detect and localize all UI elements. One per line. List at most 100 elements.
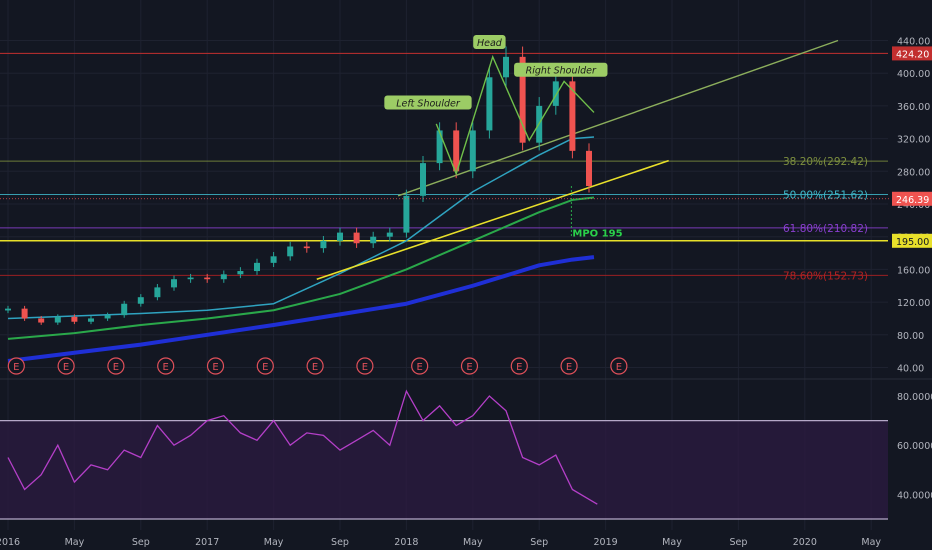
price-candle — [569, 81, 576, 151]
earnings-marker[interactable] — [411, 357, 429, 375]
price-tick-label: 320.00 — [897, 135, 930, 146]
earnings-marker[interactable] — [107, 357, 125, 375]
earnings-marker-label: E — [113, 362, 119, 373]
price-tick-label: 160.00 — [897, 265, 930, 276]
earnings-marker[interactable] — [560, 357, 578, 375]
resistance-level-tag-label: 424.20 — [896, 49, 929, 60]
fib-level-label: 50.00%(251.62) — [783, 190, 868, 202]
support-level-tag — [892, 233, 932, 248]
rsi-panel — [0, 389, 888, 520]
pattern-label-box — [514, 62, 608, 77]
price-tick-label: 360.00 — [897, 102, 930, 113]
fib-level-label: 61.80%(210.82) — [783, 223, 868, 235]
time-tick-label: Sep — [530, 537, 548, 548]
price-candle — [303, 246, 310, 249]
resistance-level-tag — [892, 46, 932, 61]
earnings-marker-label: E — [262, 362, 268, 373]
price-candle — [254, 262, 260, 272]
price-candle — [154, 287, 161, 298]
earnings-marker[interactable] — [57, 357, 75, 375]
earnings-marker-label: E — [417, 362, 423, 373]
price-candle — [486, 77, 493, 131]
earnings-marker[interactable] — [460, 357, 479, 375]
price-candle — [287, 246, 294, 257]
price-tick-label: 400.00 — [897, 69, 930, 80]
price-candle — [469, 130, 476, 172]
price-candle — [104, 315, 111, 319]
last-price-tag — [892, 191, 932, 206]
horizontal-levels — [0, 52, 888, 242]
earnings-marker[interactable] — [356, 357, 374, 375]
pattern-outline — [435, 54, 595, 176]
price-candle — [220, 274, 227, 280]
earnings-marker[interactable] — [610, 357, 628, 375]
support-level-tag-label: 195.00 — [896, 237, 929, 248]
earnings-marker-label: E — [312, 362, 318, 373]
pattern-label-box — [473, 34, 506, 49]
ma-blue-line — [7, 255, 595, 363]
time-tick-label: Sep — [729, 537, 747, 548]
last-price-tag-label: 246.39 — [896, 195, 929, 206]
earnings-marker[interactable] — [256, 357, 274, 375]
head-shoulders-pattern: Left Shoulder Head Right Shoulder MPO 195 — [384, 34, 623, 240]
price-candle — [21, 308, 28, 319]
price-candle — [121, 303, 128, 316]
price-candle — [5, 308, 11, 311]
price-candle — [38, 318, 45, 323]
time-tick-label: 2018 — [394, 537, 418, 548]
rsi-band — [0, 420, 888, 519]
price-tick-label: 80.00 — [897, 331, 924, 342]
fibonacci-levels: 38.20%(292.42) 50.00%(251.62) 61.80%(210.8… — [0, 156, 888, 282]
price-tick-label: 280.00 — [897, 167, 930, 178]
mpo-annotation: MPO 195 — [572, 229, 622, 240]
earnings-marker-label: E — [362, 362, 368, 373]
time-tick-label: Sep — [132, 537, 150, 548]
price-candle — [453, 130, 460, 172]
time-tick-label: May — [861, 537, 881, 548]
pattern-label: Left Shoulder — [396, 98, 461, 109]
price-candle — [503, 56, 509, 78]
time-tick-label: May — [662, 537, 682, 548]
price-candle — [237, 271, 244, 275]
earnings-marker-label: E — [13, 362, 19, 373]
price-candle — [71, 316, 78, 322]
time-tick-label: May — [463, 537, 483, 548]
price-candle — [403, 195, 410, 233]
price-candle — [171, 279, 177, 288]
price-candle — [137, 297, 144, 304]
earnings-marker[interactable] — [510, 357, 528, 375]
price-tick-label: 40.00 — [897, 364, 924, 375]
earnings-marker[interactable] — [306, 357, 324, 375]
pattern-label: Head — [477, 38, 503, 49]
rsi-tick-label: 60.0000 — [897, 441, 932, 452]
earnings-marker[interactable] — [206, 357, 225, 375]
earnings-marker-label: E — [163, 362, 169, 373]
time-tick-label: 2017 — [195, 537, 219, 548]
time-tick-label: 2016 — [0, 537, 20, 548]
price-candle — [420, 163, 426, 196]
earnings-marker[interactable] — [157, 357, 175, 375]
price-candle — [270, 256, 277, 263]
price-candle — [386, 232, 393, 237]
ma-teal-line — [7, 136, 595, 320]
price-candle — [54, 316, 61, 323]
price-candle — [353, 232, 360, 244]
time-tick-label: 2019 — [594, 537, 618, 548]
price-candle — [187, 277, 194, 280]
trendline-rising-support — [316, 159, 669, 280]
moving-averages — [7, 136, 595, 363]
price-candle — [337, 232, 343, 241]
earnings-marker-label: E — [63, 362, 69, 373]
fib-level-label: 78.60%(152.73) — [783, 270, 868, 282]
time-tick-label: Sep — [331, 537, 349, 548]
rsi-tick-label: 40.0000 — [897, 490, 932, 501]
earnings-marker-label: E — [516, 362, 522, 373]
price-candle — [436, 130, 443, 164]
price-candle — [320, 240, 327, 249]
earnings-marker-label: E — [466, 362, 472, 373]
price-candle — [519, 56, 526, 143]
earnings-marker[interactable] — [7, 357, 25, 375]
time-tick-label: May — [65, 537, 85, 548]
